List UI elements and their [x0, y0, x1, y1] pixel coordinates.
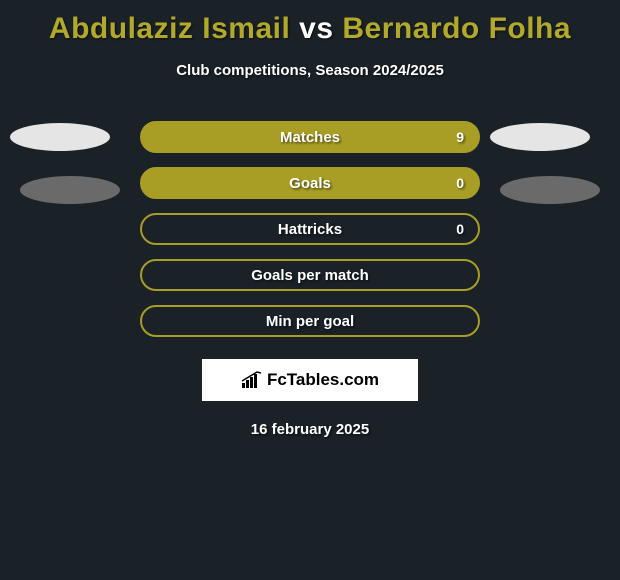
vs-text: vs — [299, 12, 333, 45]
brand-chart-icon — [241, 371, 263, 389]
bar-value: 0 — [456, 175, 464, 191]
subtitle: Club competitions, Season 2024/2025 — [0, 62, 620, 79]
bar-value: 9 — [456, 129, 464, 145]
bar-label: Hattricks — [278, 221, 342, 238]
bar-label: Goals per match — [251, 267, 369, 284]
bar-label: Matches — [280, 129, 340, 146]
page-title: Abdulaziz Ismail vs Bernardo Folha — [0, 0, 620, 46]
bar-min-per-goal: Min per goal — [140, 305, 480, 337]
bar-goals-per-match: Goals per match — [140, 259, 480, 291]
brand-box: FcTables.com — [202, 359, 418, 401]
bar-hattricks: Hattricks 0 — [140, 213, 480, 245]
bar-goals: Goals 0 — [140, 167, 480, 199]
stats-bars: Matches 9 Goals 0 Hattricks 0 Goals per … — [140, 121, 480, 337]
date-text: 16 february 2025 — [0, 421, 620, 438]
bar-matches: Matches 9 — [140, 121, 480, 153]
bar-label: Min per goal — [266, 313, 354, 330]
player1-name: Abdulaziz Ismail — [49, 12, 290, 45]
ellipse-decoration — [20, 176, 120, 204]
ellipse-decoration — [490, 123, 590, 151]
brand-name: FcTables.com — [267, 370, 379, 390]
bar-label: Goals — [289, 175, 331, 192]
bar-value: 0 — [456, 221, 464, 237]
ellipse-decoration — [500, 176, 600, 204]
ellipse-decoration — [10, 123, 110, 151]
player2-name: Bernardo Folha — [342, 12, 571, 45]
